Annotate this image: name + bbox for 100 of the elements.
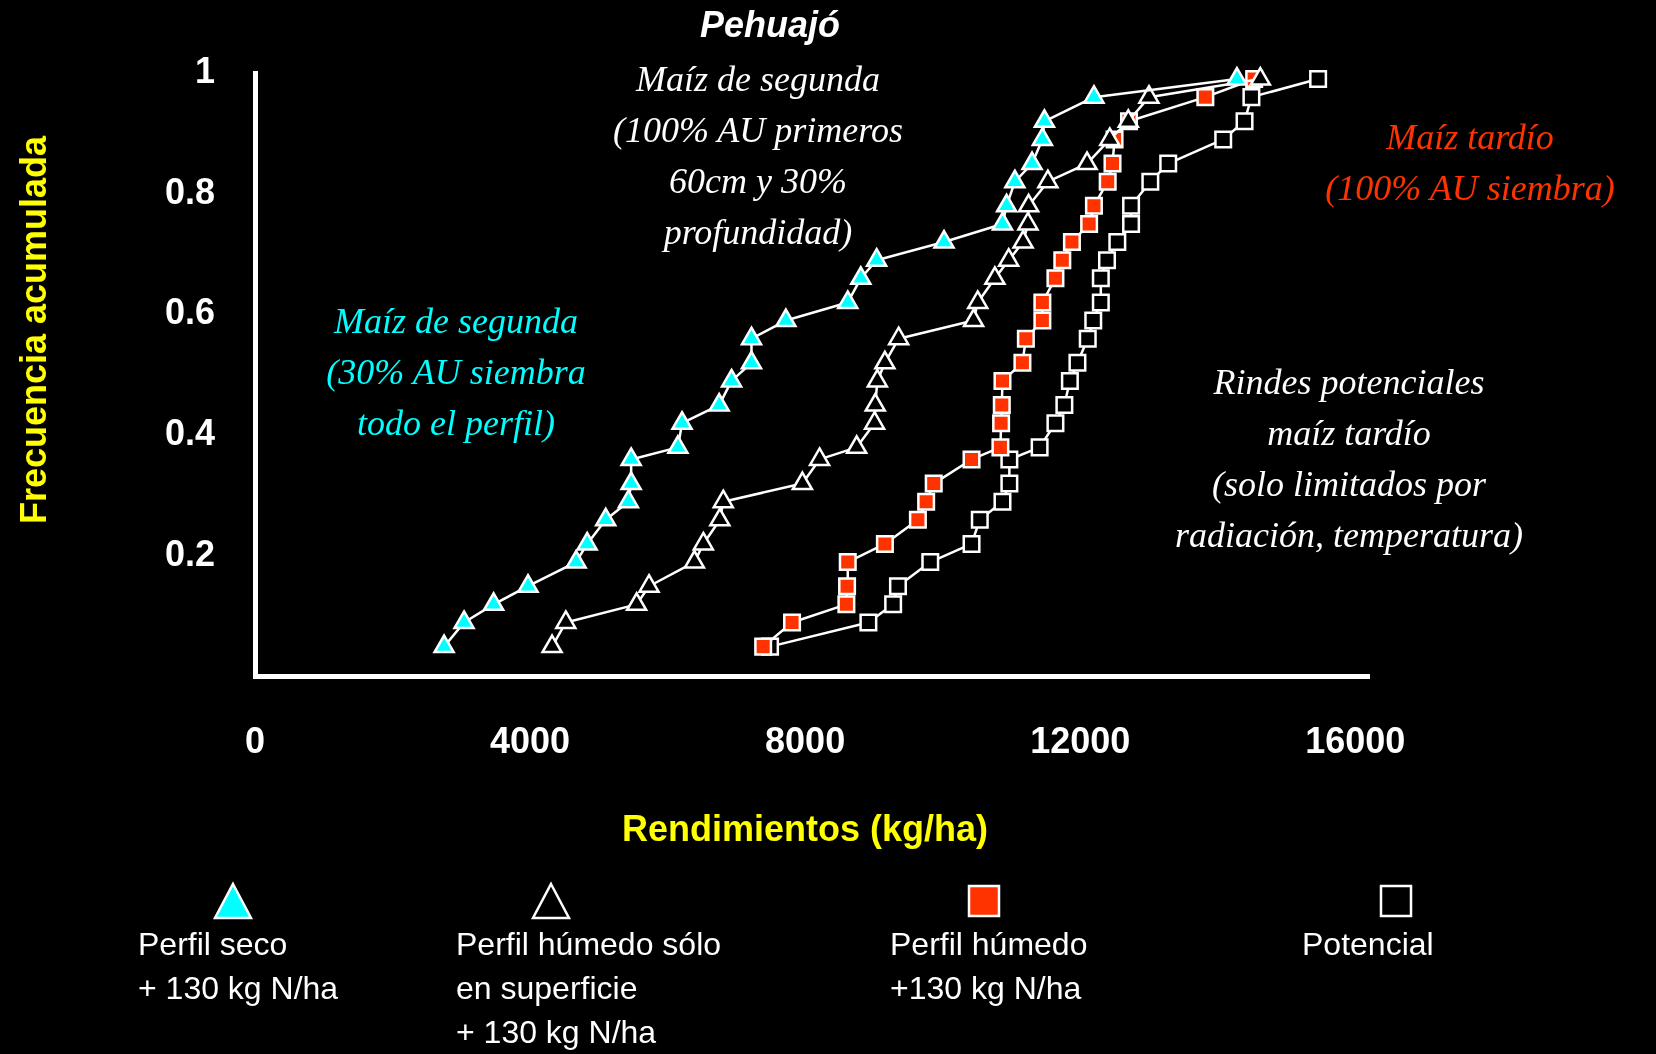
point bbox=[1012, 229, 1034, 249]
point bbox=[908, 510, 927, 529]
legend-label: Perfil seco + 130 kg N/ha bbox=[138, 925, 339, 1008]
point bbox=[966, 290, 989, 310]
x-tick-label: 12000 bbox=[1030, 720, 1131, 762]
point bbox=[1226, 66, 1248, 86]
point bbox=[838, 553, 857, 572]
point bbox=[888, 577, 907, 596]
point bbox=[991, 211, 1014, 231]
point bbox=[1068, 353, 1087, 372]
point bbox=[1004, 169, 1026, 189]
point bbox=[864, 392, 887, 412]
y-tick-label: 0.4 bbox=[164, 412, 215, 454]
point bbox=[838, 577, 857, 596]
point bbox=[924, 474, 943, 493]
point bbox=[517, 573, 539, 593]
point bbox=[1091, 293, 1110, 312]
point bbox=[863, 410, 886, 430]
point bbox=[1103, 154, 1122, 173]
point bbox=[708, 392, 730, 412]
point bbox=[1080, 214, 1099, 233]
point bbox=[1017, 211, 1039, 231]
point bbox=[887, 326, 910, 346]
point bbox=[720, 368, 743, 388]
point bbox=[709, 507, 731, 527]
point bbox=[1122, 196, 1141, 215]
point bbox=[1196, 88, 1215, 107]
point bbox=[836, 290, 859, 310]
annotation: Rindes potenciales maíz tardío (solo limitados por radiación, temperatura) bbox=[1175, 362, 1523, 556]
point bbox=[1062, 233, 1081, 252]
point bbox=[692, 531, 715, 551]
point bbox=[1037, 169, 1059, 189]
point bbox=[1098, 172, 1117, 191]
point bbox=[1091, 269, 1110, 288]
point bbox=[775, 308, 797, 328]
point bbox=[962, 450, 981, 469]
point bbox=[991, 438, 1010, 457]
point bbox=[1076, 151, 1098, 171]
point bbox=[1084, 311, 1103, 330]
point bbox=[1033, 109, 1056, 129]
point bbox=[620, 471, 642, 491]
point bbox=[962, 534, 981, 553]
point bbox=[1053, 251, 1072, 270]
point bbox=[555, 610, 577, 630]
point bbox=[1046, 414, 1065, 433]
point bbox=[995, 193, 1018, 213]
point bbox=[625, 592, 648, 612]
point bbox=[683, 549, 706, 569]
point bbox=[1141, 172, 1160, 191]
point bbox=[1249, 66, 1272, 86]
chart-title: Pehuajó bbox=[699, 4, 841, 46]
annotation: Maíz de segunda (30% AU siembra todo el perfil) bbox=[326, 301, 586, 444]
point bbox=[917, 492, 936, 511]
point bbox=[1055, 396, 1074, 415]
point bbox=[1033, 293, 1052, 312]
point bbox=[1017, 193, 1040, 213]
point bbox=[783, 613, 802, 632]
point bbox=[1046, 269, 1065, 288]
point bbox=[671, 410, 693, 430]
point bbox=[865, 247, 888, 267]
point bbox=[620, 447, 642, 467]
point bbox=[754, 637, 773, 656]
point bbox=[997, 247, 1020, 267]
point bbox=[541, 634, 563, 654]
point bbox=[576, 531, 598, 551]
point bbox=[667, 435, 689, 455]
point bbox=[1000, 474, 1019, 493]
point bbox=[984, 266, 1006, 286]
point bbox=[837, 595, 856, 614]
point bbox=[859, 613, 878, 632]
legend-label: Perfil húmedo sólo en superficie + 130 kg N/ha bbox=[456, 925, 722, 1052]
point bbox=[875, 534, 894, 553]
point bbox=[970, 510, 989, 529]
point bbox=[1214, 130, 1233, 149]
x-tick-label: 8000 bbox=[765, 720, 846, 762]
point bbox=[740, 350, 763, 370]
point bbox=[884, 595, 903, 614]
point bbox=[808, 447, 831, 467]
point bbox=[1021, 151, 1043, 171]
point bbox=[617, 489, 640, 509]
point bbox=[845, 435, 868, 455]
point bbox=[791, 471, 814, 491]
point bbox=[850, 266, 872, 286]
legend-label: Perfil húmedo +130 kg N/ha bbox=[890, 925, 1088, 1008]
point bbox=[1242, 88, 1261, 107]
point bbox=[921, 553, 940, 572]
point bbox=[1138, 84, 1160, 104]
point bbox=[1016, 329, 1035, 348]
annotation: Maíz de segunda (100% AU primeros 60cm y 30% profundidad) bbox=[613, 59, 903, 253]
y-tick-label: 1 bbox=[194, 49, 215, 91]
point bbox=[594, 507, 617, 527]
point bbox=[992, 414, 1011, 433]
y-tick-label: 0.8 bbox=[164, 170, 215, 212]
point bbox=[1030, 438, 1049, 457]
point bbox=[993, 371, 1012, 390]
point bbox=[1235, 112, 1254, 131]
point bbox=[1033, 311, 1052, 330]
point bbox=[482, 592, 505, 612]
point bbox=[1060, 371, 1079, 390]
point bbox=[866, 368, 889, 388]
